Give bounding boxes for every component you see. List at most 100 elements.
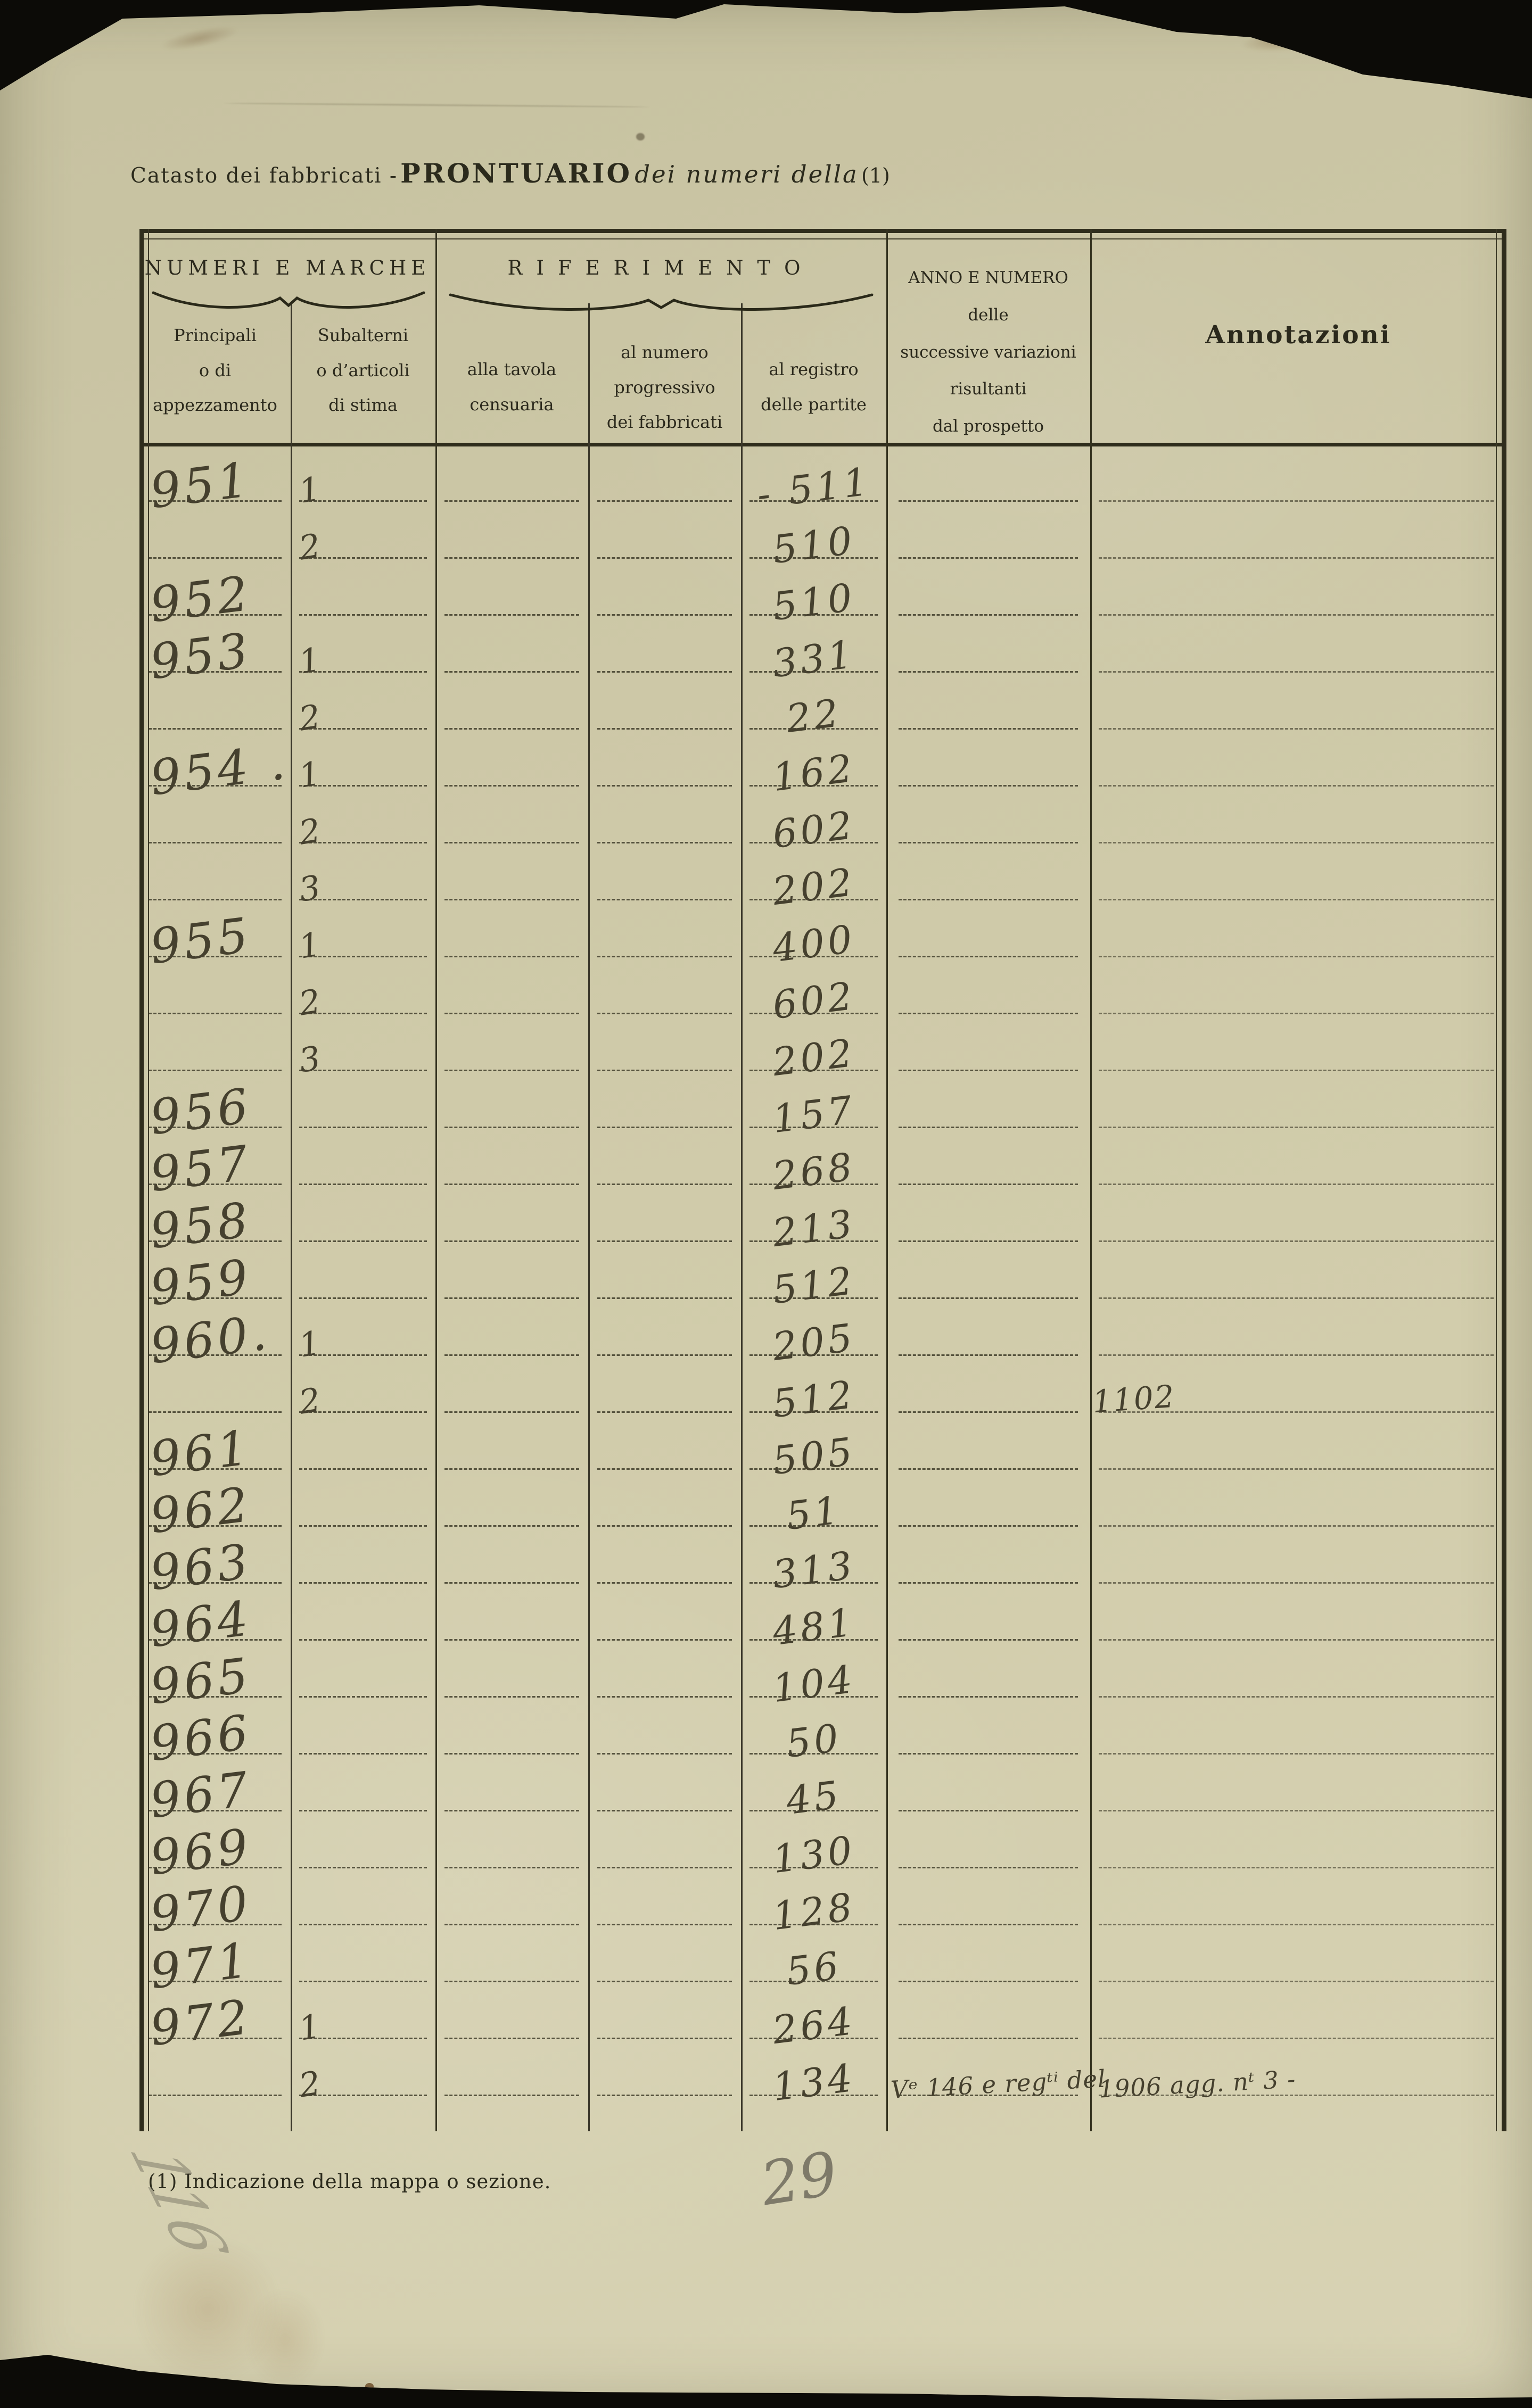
cell-tavola <box>435 843 588 900</box>
row-rule <box>597 2038 732 2039</box>
cell-registro: 510 <box>741 559 886 629</box>
cell-annotazioni <box>1090 1014 1506 1071</box>
row-rule <box>149 1924 282 1925</box>
cell-registro: - 511 <box>741 445 886 517</box>
cell-subalterni <box>291 1698 435 1755</box>
row-rule <box>1099 2095 1494 2096</box>
cell-numero <box>588 730 741 787</box>
row-rule <box>299 1184 427 1185</box>
row-rule <box>149 785 282 787</box>
cell-registro: 202 <box>741 843 886 914</box>
cell-principali: 963 <box>139 1527 291 1601</box>
cell-registro: 331 <box>741 616 886 686</box>
row-rule <box>299 1525 427 1527</box>
cell-anno <box>886 1527 1090 1584</box>
cell-subalterni: 1 <box>291 616 435 682</box>
cell-registro: 264 <box>741 1982 886 2053</box>
row-rule <box>1099 1525 1494 1527</box>
row-rule <box>149 1240 282 1242</box>
cell-principali: 954 . <box>139 730 291 807</box>
table-row: 959 512 <box>139 1242 1506 1317</box>
cell-registro: 45 <box>741 1755 886 1823</box>
table-row: 2 510 <box>139 502 1506 572</box>
row-rule <box>597 1582 732 1584</box>
row-rule <box>149 1867 282 1868</box>
row-rule <box>444 1753 579 1755</box>
cell-annotazioni: 1102 <box>1090 1356 1506 1420</box>
cell-subalterni <box>291 1584 435 1641</box>
cell-anno: Vᵉ 146 e regᵗⁱ del <box>886 2039 1107 2104</box>
row-rule <box>149 1810 282 1811</box>
cell-anno <box>886 559 1090 616</box>
cell-registro: 128 <box>741 1868 886 1939</box>
cell-numero <box>588 502 741 559</box>
header-anno-e-numero: ANNO E NUMERO delle successive variazion… <box>900 268 1076 436</box>
cell-tavola <box>435 730 588 787</box>
cell-anno <box>886 1698 1090 1755</box>
title-footnote-ref: (1) <box>861 164 890 187</box>
row-rule <box>898 1184 1078 1185</box>
cell-subalterni <box>291 1811 435 1868</box>
row-rule <box>749 1810 878 1811</box>
cell-registro: 510 <box>741 502 886 572</box>
handwritten-registro: 134 <box>770 2055 858 2110</box>
cell-anno <box>886 1584 1090 1641</box>
cell-principali <box>139 957 291 1014</box>
cell-principali <box>139 843 291 900</box>
cell-subalterni: 2 <box>291 787 435 853</box>
cell-registro: 22 <box>741 673 886 741</box>
row-rule <box>1099 1354 1494 1356</box>
stain <box>365 2383 374 2390</box>
divider-tavola-numero <box>588 303 590 2131</box>
row-rule <box>749 1411 878 1413</box>
row-rule <box>1099 614 1494 616</box>
cell-anno <box>886 843 1090 900</box>
row-rule <box>1099 1240 1494 1242</box>
cell-tavola <box>435 502 588 559</box>
row-rule <box>597 1013 732 1014</box>
cell-annotazioni <box>1090 1071 1506 1128</box>
row-rule <box>597 1297 732 1299</box>
table-row: 955 1 400 <box>139 900 1506 975</box>
row-rule <box>299 500 427 502</box>
cell-registro: 134 <box>741 2039 886 2109</box>
row-rule <box>898 956 1078 957</box>
page-title: Catasto dei fabbricati - PRONTUARIO dei … <box>130 158 890 189</box>
row-rule <box>444 500 579 502</box>
cell-registro: 512 <box>741 1356 886 1426</box>
row-rule <box>299 785 427 787</box>
row-rule <box>749 1981 878 1982</box>
cell-annotazioni <box>1090 1811 1506 1868</box>
cell-numero <box>588 787 741 843</box>
cell-numero <box>588 1755 741 1811</box>
cell-tavola <box>435 1299 588 1356</box>
cell-registro: 505 <box>741 1413 886 1483</box>
row-rule <box>444 1468 579 1470</box>
cell-registro: 481 <box>741 1584 886 1654</box>
row-rule <box>749 1525 878 1527</box>
stain <box>245 2288 325 2389</box>
cell-principali: 953 <box>139 616 291 690</box>
cell-anno <box>886 673 1090 730</box>
cell-numero <box>588 616 741 673</box>
cell-annotazioni <box>1090 843 1506 900</box>
cell-tavola <box>435 1413 588 1470</box>
cell-principali: 960. <box>139 1299 291 1375</box>
header-principali: Principali o di appezzamento <box>153 325 277 416</box>
cell-annotazioni: 1906 agg. nᵗ 3 - <box>1090 2039 1506 2104</box>
cell-tavola <box>435 1071 588 1128</box>
row-rule <box>299 956 427 957</box>
row-rule <box>898 614 1078 616</box>
cell-subalterni: 1 <box>291 900 435 966</box>
cell-registro: 313 <box>741 1527 886 1597</box>
row-rule <box>597 1070 732 1071</box>
row-rule <box>149 557 282 559</box>
row-rule <box>299 1696 427 1698</box>
row-rule <box>299 1753 427 1755</box>
row-rule <box>299 2038 427 2039</box>
row-rule <box>299 557 427 559</box>
cell-subalterni <box>291 1470 435 1527</box>
divider-registro-anno <box>886 229 888 2131</box>
row-rule <box>444 1696 579 1698</box>
table-row: 965 104 <box>139 1641 1506 1715</box>
